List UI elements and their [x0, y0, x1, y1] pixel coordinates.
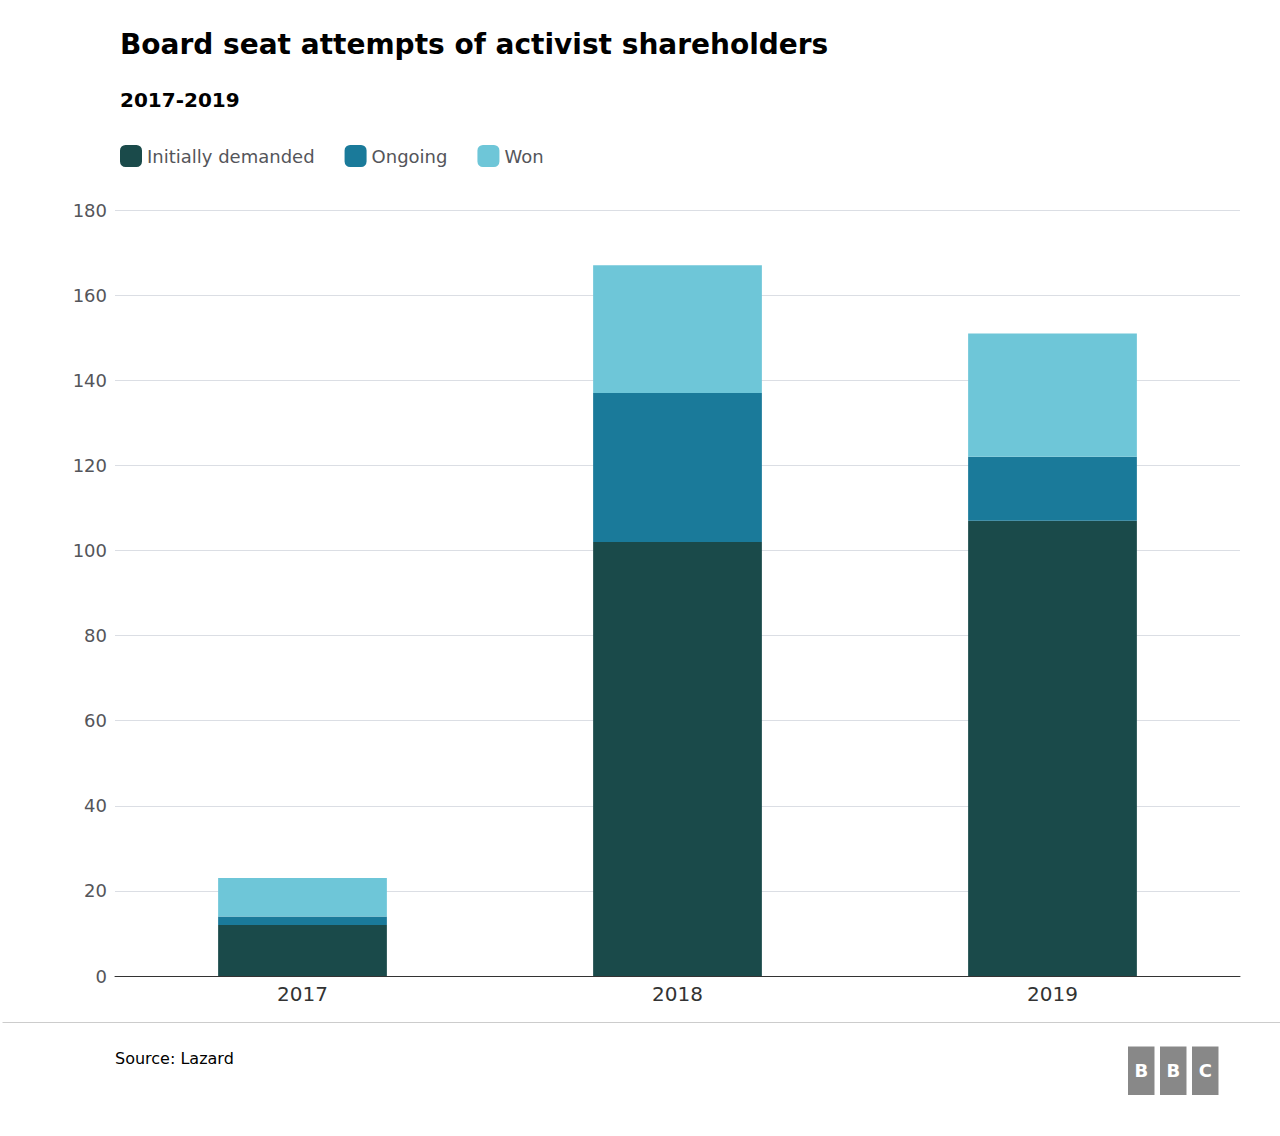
svg-text:Source: Lazard: Source: Lazard: [115, 1049, 234, 1068]
svg-text:2017: 2017: [277, 982, 328, 1006]
svg-text:Board seat attempts of activis: Board seat attempts of activist sharehol…: [120, 28, 828, 61]
svg-text:60: 60: [84, 710, 107, 731]
svg-text:B: B: [1166, 1060, 1180, 1081]
svg-text:140: 140: [73, 370, 107, 391]
svg-text:C: C: [1199, 1060, 1212, 1081]
svg-text:Initially demanded: Initially demanded: [147, 146, 315, 167]
svg-text:2018: 2018: [652, 982, 703, 1006]
svg-text:180: 180: [73, 200, 107, 221]
svg-text:100: 100: [73, 540, 107, 561]
svg-text:80: 80: [84, 625, 107, 646]
svg-text:Won: Won: [504, 146, 543, 167]
svg-text:40: 40: [84, 795, 107, 816]
svg-text:20: 20: [84, 880, 107, 901]
svg-text:120: 120: [73, 455, 107, 476]
svg-text:Ongoing: Ongoing: [372, 146, 448, 167]
svg-text:B: B: [1134, 1060, 1148, 1081]
svg-text:2017-2019: 2017-2019: [120, 88, 240, 112]
svg-text:2019: 2019: [1027, 982, 1078, 1006]
svg-text:160: 160: [73, 285, 107, 306]
svg-text:0: 0: [96, 966, 107, 987]
